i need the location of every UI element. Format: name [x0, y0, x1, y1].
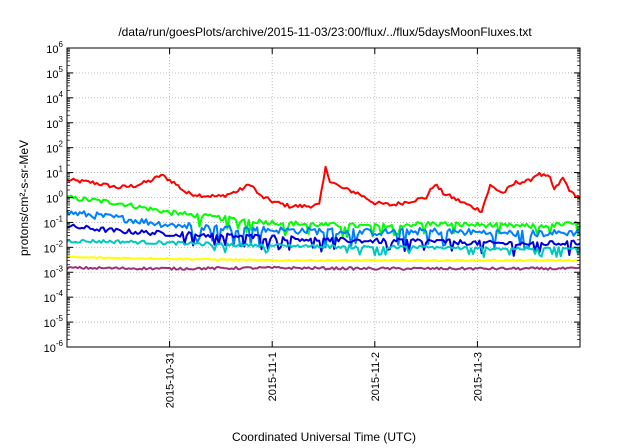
- y-axis-ticks: 10-610-510-410-310-210-11001011021031041…: [44, 40, 580, 355]
- y-tick-label: 100: [46, 190, 63, 206]
- y-tick-exponent: 4: [59, 90, 64, 99]
- y-tick-base: 10: [46, 44, 58, 56]
- y-tick-base: 10: [44, 318, 56, 330]
- y-tick-label: 103: [46, 115, 63, 131]
- y-tick-exponent: -2: [56, 239, 64, 248]
- y-tick-exponent: 1: [59, 165, 64, 174]
- series-layer: [66, 165, 581, 271]
- y-tick-base: 10: [44, 243, 56, 255]
- series-line-7: [66, 265, 581, 271]
- x-tick-label: 2015-11-2: [370, 352, 382, 401]
- y-tick-exponent: 3: [59, 115, 64, 124]
- y-tick-label: 10-6: [44, 339, 64, 355]
- y-tick-label: 106: [46, 40, 63, 56]
- y-tick-exponent: -5: [56, 314, 64, 323]
- series-line-5: [66, 238, 581, 258]
- x-axis-label: Coordinated Universal Time (UTC): [232, 430, 416, 444]
- y-axis-label: protons/cm²-s-sr-MeV: [17, 140, 31, 256]
- y-tick-label: 104: [46, 90, 63, 106]
- y-tick-label: 10-1: [44, 214, 64, 230]
- y-tick-base: 10: [46, 119, 58, 131]
- chart-title: /data/run/goesPlots/archive/2015-11-03/2…: [118, 25, 532, 39]
- y-tick-exponent: -1: [56, 214, 64, 223]
- y-tick-exponent: 5: [59, 65, 64, 74]
- y-tick-base: 10: [46, 169, 58, 181]
- y-tick-exponent: 6: [59, 40, 64, 49]
- y-tick-exponent: -4: [56, 289, 64, 298]
- y-tick-label: 102: [46, 140, 63, 156]
- series-line-1: [66, 165, 581, 213]
- y-tick-base: 10: [44, 293, 56, 305]
- y-tick-base: 10: [44, 268, 56, 280]
- x-tick-label: 2015-10-31: [165, 352, 177, 408]
- series-line-4: [66, 223, 581, 257]
- y-tick-label: 10-3: [44, 264, 64, 280]
- y-tick-exponent: -3: [56, 264, 64, 273]
- y-tick-base: 10: [46, 194, 58, 206]
- y-tick-base: 10: [44, 218, 56, 230]
- series-line-3: [66, 210, 581, 250]
- y-tick-exponent: 0: [59, 190, 64, 199]
- y-tick-exponent: -6: [56, 339, 64, 348]
- x-tick-label: 2015-11-3: [472, 352, 484, 401]
- y-tick-label: 10-2: [44, 239, 64, 255]
- y-tick-label: 10-5: [44, 314, 64, 330]
- series-line-2: [66, 194, 581, 239]
- y-tick-base: 10: [46, 144, 58, 156]
- y-tick-label: 101: [46, 165, 63, 181]
- y-tick-base: 10: [46, 94, 58, 106]
- y-tick-exponent: 2: [59, 140, 64, 149]
- plot-frame: [66, 47, 581, 348]
- grid-lines: [67, 48, 580, 347]
- y-tick-base: 10: [46, 69, 58, 81]
- x-tick-label: 2015-11-1: [267, 352, 279, 401]
- y-tick-base: 10: [44, 343, 56, 355]
- y-tick-label: 105: [46, 65, 63, 81]
- x-axis-ticks: 2015-10-31 2015-11-1 2015-11-2 2015-11-3: [165, 48, 484, 408]
- y-tick-label: 10-4: [44, 289, 64, 305]
- series-line-6: [66, 255, 581, 263]
